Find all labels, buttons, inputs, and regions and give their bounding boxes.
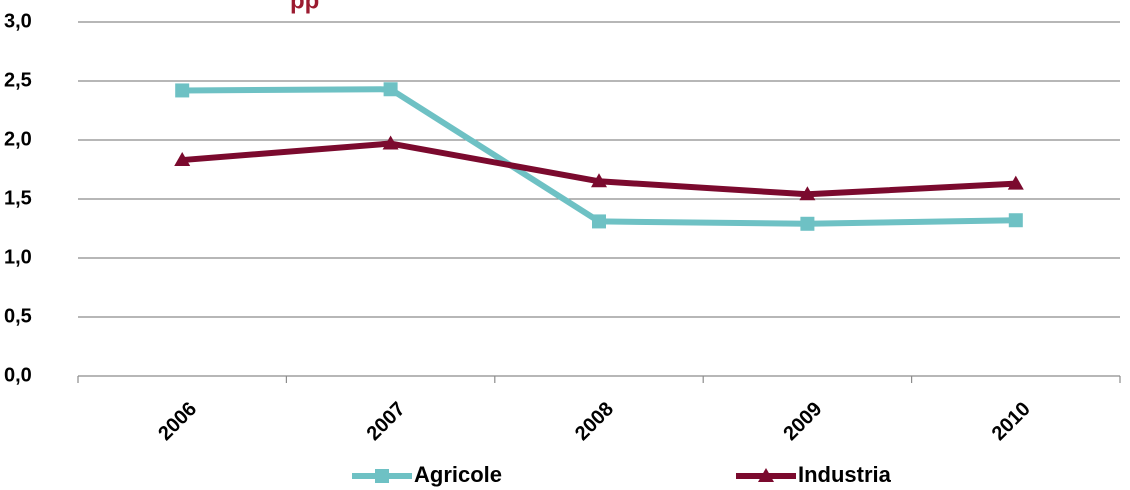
x-tick-label: 2009	[779, 398, 826, 445]
legend-label-industria: Industria	[798, 462, 892, 487]
y-tick-label: 2,5	[4, 69, 32, 91]
data-point-agricole	[592, 214, 606, 229]
axes: 0,0 0,5 1,0 1,5 2,0 2,5 3,0 2006 2007 2008 2009 201…	[4, 10, 1121, 445]
data-point-agricole	[1008, 213, 1023, 228]
y-tick-label: 0,0	[4, 364, 32, 386]
series-lines	[174, 82, 1024, 231]
y-tick-label: 0,5	[4, 305, 32, 327]
x-tick-label: 2007	[363, 398, 410, 445]
data-point-agricole	[800, 216, 815, 231]
x-tick-label: 2010	[988, 398, 1035, 445]
series-line-agricole	[182, 86, 1016, 227]
legend: Agricole Industria	[352, 462, 892, 487]
x-tick-label: 2008	[571, 398, 618, 445]
y-tick-label: 2,0	[4, 128, 32, 150]
legend-label-agricole: Agricole	[414, 462, 502, 487]
gridlines	[78, 21, 1120, 318]
y-tick-label: 1,0	[4, 246, 32, 268]
data-point-industria	[1007, 175, 1024, 190]
chart-title-fragment: pp	[290, 0, 319, 14]
x-tick-label: 2006	[154, 398, 201, 445]
legend-item-agricole: Agricole	[352, 462, 502, 487]
y-tick-label: 3,0	[4, 10, 32, 32]
data-point-industria	[799, 186, 816, 201]
data-point-industria	[382, 135, 399, 150]
legend-swatch-marker-agricole	[375, 469, 389, 483]
legend-item-industria: Industria	[736, 462, 892, 487]
data-point-agricole	[383, 82, 398, 97]
legend-swatch-marker-industria	[758, 468, 774, 482]
data-point-agricole	[175, 83, 190, 98]
data-point-industria	[174, 152, 191, 167]
data-point-industria	[591, 173, 607, 188]
y-tick-label: 1,5	[4, 187, 32, 209]
